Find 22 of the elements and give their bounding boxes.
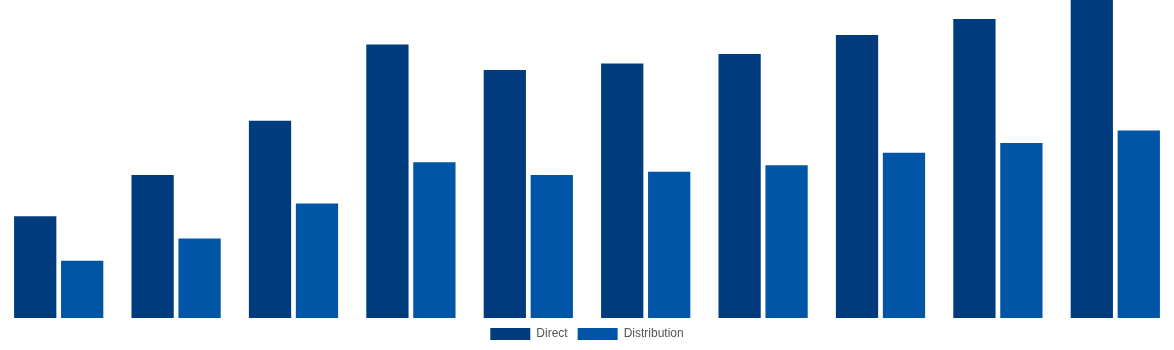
bar <box>483 69 526 318</box>
bar <box>648 171 691 318</box>
bar <box>1117 130 1160 318</box>
bar <box>14 216 57 318</box>
bar <box>1070 0 1113 318</box>
bar <box>835 34 879 318</box>
bar <box>248 120 292 318</box>
bar <box>366 44 409 318</box>
bar <box>882 152 926 318</box>
bar <box>295 203 339 318</box>
bar <box>601 63 644 318</box>
bar <box>61 260 104 318</box>
bar <box>530 174 573 318</box>
bar <box>178 238 221 318</box>
bar <box>953 19 996 318</box>
legend-label: Direct <box>536 326 569 341</box>
bar <box>1000 143 1043 318</box>
bar <box>718 54 761 318</box>
bar <box>765 165 808 318</box>
bar <box>413 162 456 318</box>
legend-label: Distribution <box>623 326 684 341</box>
bar <box>131 174 174 318</box>
